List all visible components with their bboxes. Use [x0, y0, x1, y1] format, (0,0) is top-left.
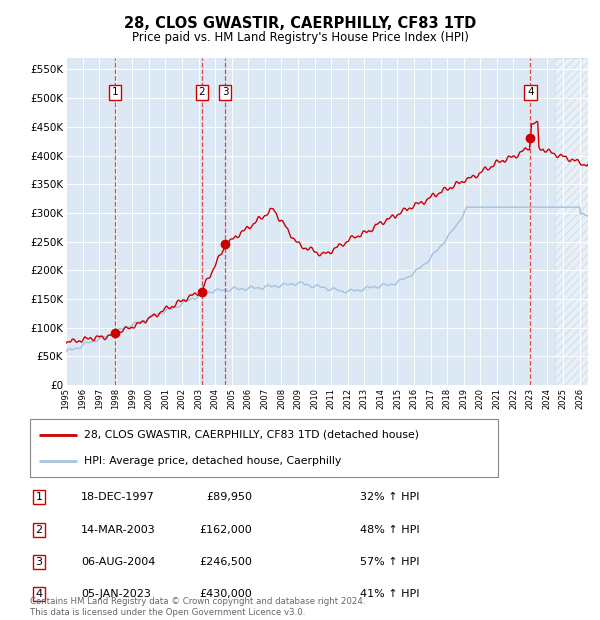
Text: 3: 3: [222, 87, 229, 97]
Text: 14-MAR-2003: 14-MAR-2003: [81, 525, 156, 535]
Text: £162,000: £162,000: [199, 525, 252, 535]
Text: 2: 2: [35, 525, 43, 535]
Text: 28, CLOS GWASTIR, CAERPHILLY, CF83 1TD: 28, CLOS GWASTIR, CAERPHILLY, CF83 1TD: [124, 16, 476, 31]
Text: 32% ↑ HPI: 32% ↑ HPI: [360, 492, 419, 502]
Text: 18-DEC-1997: 18-DEC-1997: [81, 492, 155, 502]
Text: £430,000: £430,000: [199, 589, 252, 599]
Text: 57% ↑ HPI: 57% ↑ HPI: [360, 557, 419, 567]
Text: £246,500: £246,500: [199, 557, 252, 567]
Text: 1: 1: [35, 492, 43, 502]
Text: 1: 1: [112, 87, 118, 97]
Text: £89,950: £89,950: [206, 492, 252, 502]
Text: 48% ↑ HPI: 48% ↑ HPI: [360, 525, 419, 535]
Text: 3: 3: [35, 557, 43, 567]
Text: 2: 2: [199, 87, 205, 97]
Text: Price paid vs. HM Land Registry's House Price Index (HPI): Price paid vs. HM Land Registry's House …: [131, 31, 469, 44]
Text: 41% ↑ HPI: 41% ↑ HPI: [360, 589, 419, 599]
Text: 05-JAN-2023: 05-JAN-2023: [81, 589, 151, 599]
Text: 06-AUG-2004: 06-AUG-2004: [81, 557, 155, 567]
Text: 28, CLOS GWASTIR, CAERPHILLY, CF83 1TD (detached house): 28, CLOS GWASTIR, CAERPHILLY, CF83 1TD (…: [84, 430, 419, 440]
Text: Contains HM Land Registry data © Crown copyright and database right 2024.
This d: Contains HM Land Registry data © Crown c…: [30, 598, 365, 617]
Bar: [555, 58, 588, 385]
Text: 4: 4: [527, 87, 533, 97]
Text: 4: 4: [35, 589, 43, 599]
Text: HPI: Average price, detached house, Caerphilly: HPI: Average price, detached house, Caer…: [84, 456, 341, 466]
